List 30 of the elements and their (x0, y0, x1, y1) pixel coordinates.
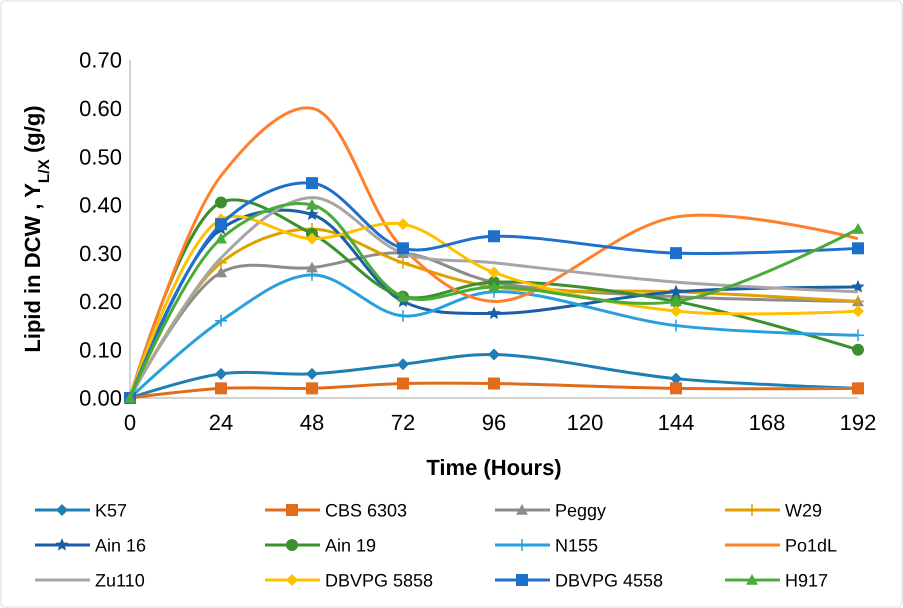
legend-label: Po1dL (785, 535, 838, 556)
legend-label: W29 (785, 500, 822, 520)
y-tick-label: 0.10 (79, 337, 122, 362)
x-tick-label: 168 (748, 410, 786, 435)
legend-label: Ain 16 (95, 535, 146, 556)
legend-label: K57 (95, 500, 128, 520)
y-tick-label: 0.20 (79, 289, 122, 314)
legend-label: N155 (555, 535, 598, 556)
y-tick-label: 0.50 (79, 144, 122, 170)
y-tick-label: 0.70 (79, 48, 122, 73)
y-tick-label: 0.30 (79, 240, 122, 266)
legend-label: Zu110 (95, 570, 145, 590)
x-tick-label: 24 (208, 410, 234, 435)
y-tick-label: 0.40 (79, 192, 122, 218)
legend-label: Ain 19 (325, 535, 376, 556)
x-tick-label: 48 (300, 410, 324, 435)
x-tick-label: 120 (566, 410, 604, 435)
y-tick-label: 0.00 (79, 386, 122, 411)
x-axis-title: Time (Hours) (426, 455, 562, 480)
y-tick-label: 0.60 (79, 96, 122, 121)
x-tick-label: 0 (124, 410, 136, 435)
legend-label: H917 (785, 570, 828, 590)
legend-label: CBS 6303 (325, 500, 408, 520)
legend-label: Peggy (555, 500, 606, 520)
x-tick-label: 96 (482, 410, 506, 435)
x-tick-label: 192 (840, 410, 876, 435)
legend-label: DBVPG 4558 (555, 570, 664, 590)
legend-label: DBVPG 5858 (325, 570, 434, 590)
x-tick-label: 144 (658, 410, 694, 435)
x-tick-label: 72 (390, 410, 416, 435)
